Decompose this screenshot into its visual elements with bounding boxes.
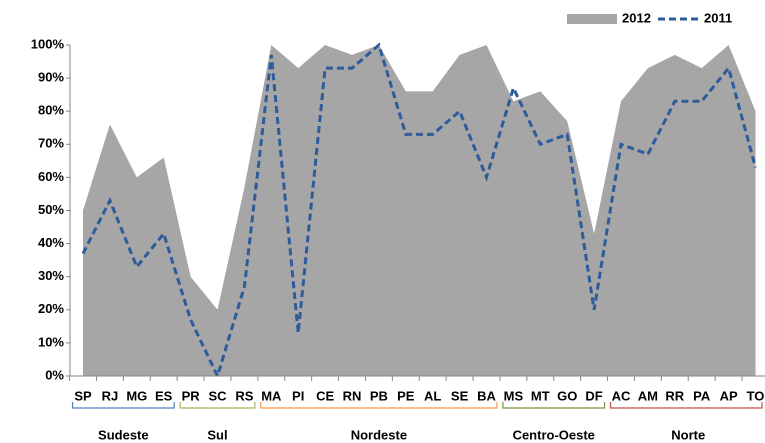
legend-swatch	[567, 14, 617, 24]
x-tick-label: PR	[182, 388, 201, 403]
x-tick-label: SC	[208, 388, 227, 403]
x-tick-label: RS	[235, 388, 253, 403]
y-tick-label: 60%	[38, 169, 64, 184]
y-tick-label: 90%	[38, 70, 64, 85]
x-tick-label: AM	[638, 388, 658, 403]
y-tick-label: 70%	[38, 136, 64, 151]
group-label: Norte	[671, 427, 705, 442]
y-tick-label: 100%	[31, 36, 65, 51]
y-tick-label: 10%	[38, 334, 64, 349]
y-tick-label: 20%	[38, 301, 64, 316]
x-tick-label: MS	[504, 388, 524, 403]
group-bracket	[179, 402, 256, 409]
x-tick-label: ES	[155, 388, 173, 403]
group-label: Sul	[207, 427, 227, 442]
group-bracket	[260, 402, 498, 409]
x-tick-label: CE	[316, 388, 334, 403]
y-tick-label: 0%	[45, 367, 64, 382]
y-tick-label: 30%	[38, 268, 64, 283]
x-tick-label: RR	[665, 388, 684, 403]
x-tick-label: MA	[261, 388, 282, 403]
line	[81, 42, 757, 381]
group-bracket	[502, 402, 606, 409]
group-bracket	[71, 402, 175, 409]
y-tick-label: 80%	[38, 103, 64, 118]
group-label: Sudeste	[98, 427, 149, 442]
group-bracket	[609, 402, 763, 409]
x-tick-label: PE	[397, 388, 415, 403]
x-tick-label: BA	[477, 388, 496, 403]
x-tick-label: MG	[126, 388, 147, 403]
x-tick-label: GO	[557, 388, 577, 403]
group-label: Nordeste	[351, 427, 407, 442]
x-tick-label: PB	[370, 388, 388, 403]
x-tick-label: PA	[693, 388, 711, 403]
x-tick-label: TO	[747, 388, 765, 403]
x-tick-label: SE	[451, 388, 469, 403]
y-tick-label: 40%	[38, 235, 64, 250]
legend-label: 2011	[704, 10, 732, 25]
x-tick-label: AL	[424, 388, 441, 403]
x-tick-label: RJ	[102, 388, 119, 403]
x-tick-label: MT	[531, 388, 550, 403]
group-label: Centro-Oeste	[513, 427, 595, 442]
y-tick-label: 50%	[38, 202, 64, 217]
x-tick-label: DF	[585, 388, 602, 403]
x-tick-label: RN	[343, 388, 362, 403]
x-tick-label: PI	[292, 388, 304, 403]
x-tick-label: AC	[612, 388, 631, 403]
area	[83, 45, 756, 376]
x-tick-label: SP	[74, 388, 92, 403]
x-tick-label: AP	[720, 388, 738, 403]
legend-label: 2012	[622, 10, 651, 25]
